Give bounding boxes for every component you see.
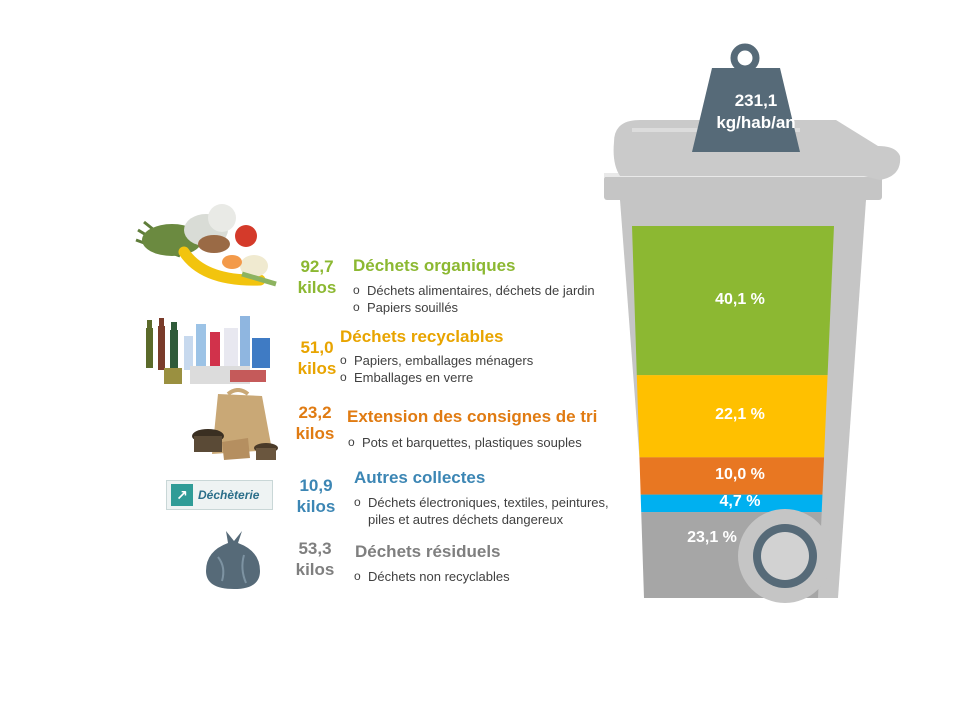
total-weight: 231,1 kg/hab/an (700, 90, 812, 134)
bin-rim (604, 176, 882, 200)
category-title: Extension des consignes de tri (347, 407, 598, 426)
percent-label: 22,1 % (715, 406, 765, 424)
band-consignes (639, 457, 825, 495)
bullet-item: piles et autres déchets dangereux (368, 512, 564, 527)
category-bullets: o Déchets électroniques, textiles, peintu… (354, 495, 609, 527)
bullet-item: Emballages en verre (354, 370, 474, 385)
percent-label: 10,0 % (715, 465, 765, 483)
kilos-value: 53,3 kilos (295, 539, 335, 579)
recyclables-icon (146, 316, 270, 384)
plastic-packaging-icon (192, 388, 278, 460)
category-bullets: o Déchets non recyclables (354, 569, 510, 584)
weight-icon (692, 43, 800, 152)
kilos-value: 51,0 kilos (297, 338, 337, 378)
category-bullets: o Pots et barquettes, plastiques souples (348, 435, 582, 450)
bullet-item: Déchets électroniques, textiles, peintur… (368, 495, 609, 510)
bullet-item: Déchets non recyclables (368, 569, 510, 584)
category-title: Autres collectes (354, 468, 486, 487)
dechetterie-logo: ↗ Déchèterie (166, 480, 273, 510)
bullet-item: Papiers, emballages ménagers (354, 353, 534, 368)
band-recyclables (636, 375, 828, 458)
kilos-value: 10,9 kilos (296, 476, 336, 516)
bullet-item: Papiers souillés (367, 300, 459, 315)
percent-label: 23,1 % (687, 529, 737, 547)
category-title: Déchets résiduels (355, 542, 501, 561)
category-bullets: o Déchets alimentaires, déchets de jardin… (353, 283, 595, 315)
kilos-value: 92,7 kilos (297, 257, 337, 297)
percent-label: 4,7 % (719, 493, 761, 511)
bullet-item: Déchets alimentaires, déchets de jardin (367, 283, 595, 298)
category-title: Déchets organiques (353, 256, 516, 275)
bin-wheel (738, 509, 832, 603)
person-icon: ↗ (171, 484, 193, 506)
logo-text: Déchèterie (198, 488, 260, 502)
bullet-item: Pots et barquettes, plastiques souples (362, 435, 582, 450)
band-autres (640, 494, 823, 513)
percent-label: 40,1 % (715, 290, 765, 308)
total-weight-unit: kg/hab/an (716, 113, 796, 132)
trash-bag-icon (206, 531, 260, 589)
category-bullets: o Papiers, emballages ménagers o Emballage… (340, 353, 534, 385)
organic-waste-icon (135, 204, 277, 287)
kilos-value: 23,2 kilos (295, 403, 335, 443)
total-weight-value: 231,1 (734, 91, 778, 110)
category-title: Déchets recyclables (340, 327, 504, 346)
band-organiques (632, 226, 834, 376)
